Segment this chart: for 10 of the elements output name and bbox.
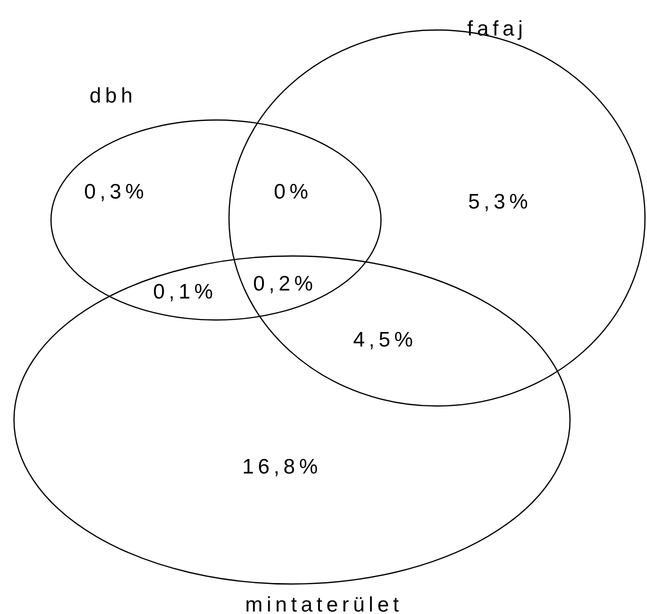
text: fafaj [467,18,527,41]
data-label: 5,3% [468,190,532,214]
data-label: 16,8% [242,456,322,479]
data-label: 0,1% [153,280,217,304]
data-label: 0,2% [253,272,317,296]
data-label: 0,3% [84,180,148,204]
data-label: 4,5% [353,328,417,352]
text: dbh [89,84,137,108]
text: mintaterület [245,594,403,614]
data-label: 0% [274,180,312,204]
